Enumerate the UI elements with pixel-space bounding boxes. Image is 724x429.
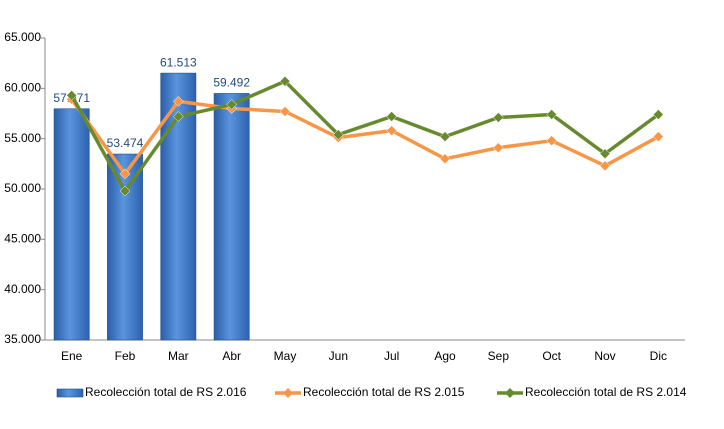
marker <box>119 185 131 197</box>
marker <box>439 131 451 143</box>
y-tick-label: 55.000 <box>4 131 41 145</box>
marker <box>332 129 344 140</box>
legend-label: Recolección total de RS 2.016 <box>85 385 247 399</box>
y-tick-label: 50.000 <box>4 181 41 195</box>
data-label: 53.474 <box>107 136 144 150</box>
legend-marker <box>505 388 515 398</box>
line <box>70 98 660 176</box>
legend-label: Recolección total de RS 2.015 <box>303 385 465 399</box>
marker <box>279 106 291 117</box>
y-tick-label: 40.000 <box>4 282 41 296</box>
data-label: 59.492 <box>213 76 250 90</box>
x-tick-label: Abr <box>222 349 241 363</box>
marker <box>546 109 558 120</box>
x-tick-label: Ene <box>61 349 83 363</box>
marker <box>66 90 78 101</box>
y-tick-label: 45.000 <box>4 232 41 246</box>
marker <box>492 112 504 123</box>
marker <box>492 142 504 154</box>
x-tick-label: Jul <box>384 349 399 363</box>
marker <box>279 75 291 87</box>
x-tick-label: Ago <box>434 349 456 363</box>
marker <box>652 109 664 120</box>
x-tick-label: Feb <box>115 349 136 363</box>
marker <box>386 111 398 122</box>
y-tick-label: 60.000 <box>4 81 41 95</box>
marker <box>386 125 398 136</box>
x-tick-label: Jun <box>329 349 348 363</box>
x-tick-label: Dic <box>650 349 667 363</box>
marker <box>439 153 451 165</box>
x-tick-label: May <box>274 349 297 363</box>
x-tick-label: Mar <box>168 349 189 363</box>
marker <box>599 148 611 160</box>
legend-swatch <box>56 388 84 398</box>
marker <box>226 99 238 110</box>
bar <box>213 93 250 341</box>
y-tick-label: 65.000 <box>4 30 41 44</box>
y-tick-label: 35.000 <box>4 332 41 346</box>
marker <box>172 111 184 122</box>
marker <box>172 96 184 107</box>
x-tick-label: Oct <box>542 349 561 363</box>
x-tick-label: Nov <box>594 349 615 363</box>
line <box>70 79 660 193</box>
marker <box>599 160 611 172</box>
legend-marker <box>283 388 293 398</box>
marker <box>546 135 558 147</box>
bar <box>107 153 143 341</box>
legend-label: Recolección total de RS 2.014 <box>525 385 687 399</box>
bar <box>53 108 90 341</box>
marker <box>119 168 131 180</box>
x-tick-label: Sep <box>488 349 510 363</box>
data-label: 61.513 <box>160 55 197 69</box>
marker <box>652 131 664 143</box>
